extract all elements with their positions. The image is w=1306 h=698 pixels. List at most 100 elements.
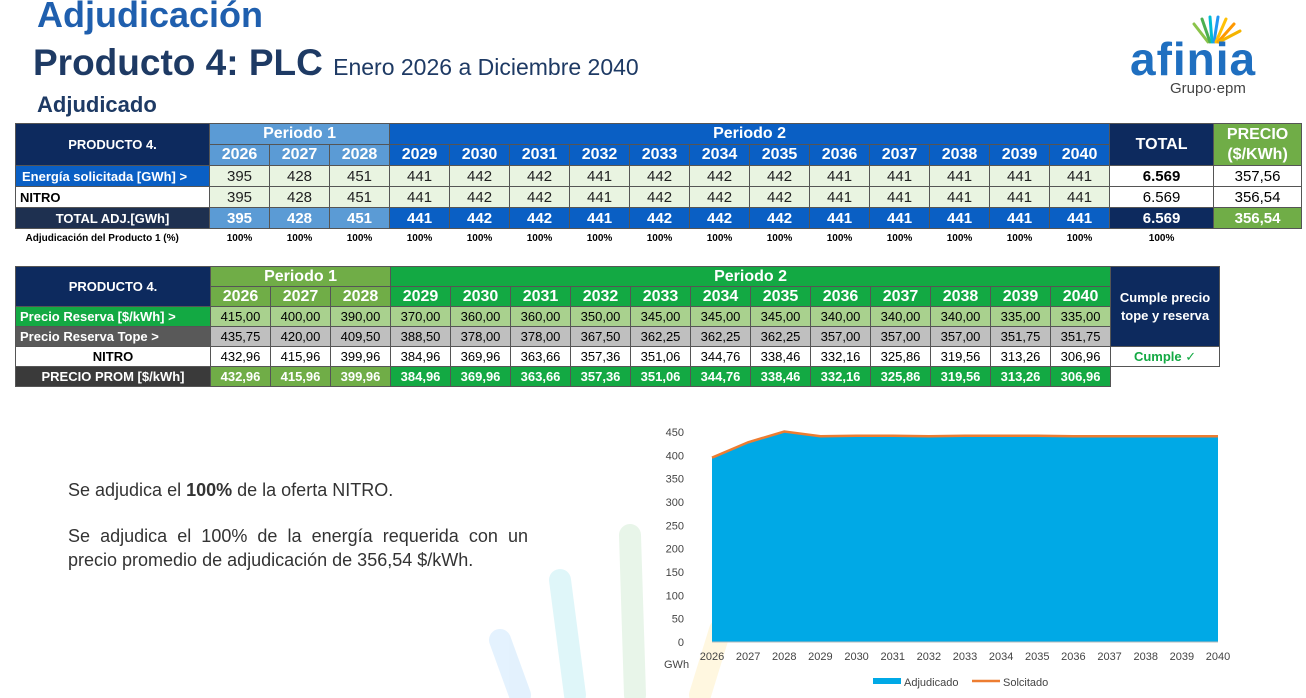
table-row: Precio Reserva Tope > 435,75 420,00 409,…	[15, 326, 1220, 347]
value-cell: 395	[209, 207, 270, 229]
row-label: Precio Reserva [$/kWh] >	[15, 306, 211, 327]
value-cell: 441	[1049, 186, 1111, 208]
value-cell: 351,75	[1050, 326, 1112, 347]
total-cell: 6.569	[1109, 186, 1215, 208]
value-cell: 378,00	[450, 326, 512, 347]
pct-cell: 100%	[689, 228, 750, 247]
legend-label-solicitado: Solcitado	[1003, 677, 1048, 689]
periodo1-header: Periodo 1	[208, 123, 391, 145]
y-tick-label: 250	[666, 520, 684, 532]
value-cell: 306,96	[1050, 366, 1112, 387]
x-tick-label: 2036	[1061, 651, 1085, 663]
value-cell: 313,26	[990, 366, 1052, 387]
product-header: PRODUCTO 4.	[15, 123, 210, 166]
date-range: Enero 2026 a Diciembre 2040	[333, 54, 639, 80]
total-cell: 6.569	[1109, 165, 1215, 187]
pct-cell: 100%	[209, 228, 270, 247]
year-cell: 2035	[749, 144, 811, 166]
value-cell: 378,00	[510, 326, 572, 347]
pct-cell: 100%	[1049, 228, 1110, 247]
x-tick-label: 2030	[844, 651, 868, 663]
year-cell: 2035	[750, 286, 812, 307]
x-tick-label: 2037	[1097, 651, 1121, 663]
value-cell: 340,00	[930, 306, 992, 327]
value-cell: 340,00	[810, 306, 872, 327]
value-cell: 363,66	[510, 346, 572, 367]
value-cell: 441	[869, 165, 931, 187]
year-cell: 2036	[810, 286, 872, 307]
total-header: TOTAL	[1109, 123, 1215, 166]
value-cell: 441	[809, 165, 871, 187]
value-cell: 409,50	[329, 326, 392, 347]
value-cell: 384,96	[390, 366, 452, 387]
year-cell: 2028	[329, 286, 392, 307]
value-cell: 335,00	[1050, 306, 1112, 327]
value-cell: 357,00	[810, 326, 872, 347]
year-cell: 2040	[1050, 286, 1112, 307]
value-cell: 451	[328, 165, 391, 187]
value-cell: 441	[989, 165, 1051, 187]
precio-header: PRECIO ($/KWh)	[1213, 123, 1303, 166]
value-cell: 442	[749, 186, 811, 208]
x-tick-label: 2029	[808, 651, 832, 663]
y-tick-label: 100	[666, 590, 684, 602]
value-cell: 319,56	[930, 346, 992, 367]
value-cell: 441	[809, 207, 871, 229]
table-row: Precio Reserva [$/kWh] > 415,00 400,00 3…	[15, 306, 1220, 327]
pct-cell: 100%	[929, 228, 990, 247]
value-cell: 362,25	[630, 326, 692, 347]
value-cell: 369,96	[450, 346, 512, 367]
x-tick-label: 2040	[1206, 651, 1230, 663]
value-cell: 442	[449, 165, 511, 187]
year-cell: 2039	[990, 286, 1052, 307]
year-cell: 2028	[328, 144, 391, 166]
value-cell: 400,00	[270, 306, 331, 327]
value-cell: 415,00	[210, 306, 271, 327]
x-tick-label: 2035	[1025, 651, 1049, 663]
value-cell: 351,06	[630, 366, 692, 387]
pct-cell: 100%	[329, 228, 390, 247]
pct-cell: 100%	[749, 228, 810, 247]
value-cell: 360,00	[450, 306, 512, 327]
year-cell: 2033	[630, 286, 692, 307]
year-cell: 2031	[509, 144, 571, 166]
value-cell: 362,25	[690, 326, 752, 347]
value-cell: 360,00	[510, 306, 572, 327]
value-cell: 441	[869, 207, 931, 229]
value-cell: 367,50	[570, 326, 632, 347]
value-cell: 441	[989, 207, 1051, 229]
total-cell: 6.569	[1109, 207, 1215, 229]
value-cell: 420,00	[270, 326, 331, 347]
value-cell: 441	[809, 186, 871, 208]
value-cell: 441	[929, 186, 991, 208]
pct-row: Adjudicación del Producto 1 (%) 100% 100…	[15, 228, 1302, 247]
value-cell: 415,96	[270, 346, 331, 367]
value-cell: 357,00	[930, 326, 992, 347]
value-cell: 442	[629, 165, 691, 187]
year-cell: 2026	[209, 144, 270, 166]
sunburst-icon	[1192, 15, 1242, 44]
value-cell: 451	[328, 207, 391, 229]
value-cell: 441	[929, 165, 991, 187]
value-cell: 432,96	[210, 346, 271, 367]
x-tick-label: 2027	[736, 651, 760, 663]
value-cell: 442	[689, 207, 751, 229]
value-cell: 338,46	[750, 366, 812, 387]
value-cell: 344,76	[690, 346, 752, 367]
value-cell: 428	[269, 186, 330, 208]
x-axis-label: GWh	[664, 659, 689, 671]
x-tick-label: 2038	[1133, 651, 1157, 663]
precio-cell: 357,56	[1213, 165, 1303, 187]
year-cell: 2037	[869, 144, 931, 166]
row-label: Energía solicitada [GWh] >	[15, 165, 210, 187]
table-row: Energía solicitada [GWh] > 395 428 451 4…	[15, 165, 1303, 187]
value-cell: 442	[449, 186, 511, 208]
value-cell: 388,50	[390, 326, 452, 347]
table-row: NITRO 395 428 451 441 442 442 441 442 44…	[15, 186, 1303, 208]
value-cell: 332,16	[810, 346, 872, 367]
x-tick-label: 2032	[917, 651, 941, 663]
y-tick-label: 50	[672, 614, 684, 626]
x-tick-label: 2026	[700, 651, 724, 663]
year-row: 2026 2027 2028 2029 2030 2031 2032 2033 …	[16, 286, 1220, 307]
product-name: Producto 4: PLC	[33, 42, 323, 83]
